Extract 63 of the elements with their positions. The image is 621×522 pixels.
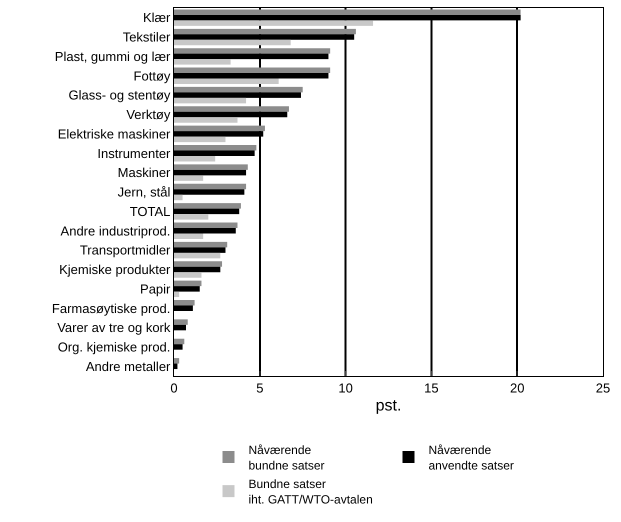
y-tick-label: Andre metaller [86,358,172,374]
x-tick-label: 15 [424,380,439,396]
bar [174,59,231,65]
y-tick-label: Tekstiler [122,30,172,45]
y-tick-label: Org. kjemiske prod. [58,340,170,354]
bar [174,117,238,123]
bar [174,98,246,104]
bar [174,175,204,181]
bar [174,292,180,298]
x-tick-label: 0 [170,380,178,396]
legend-label: Bundne satser iht. GATT/WTO-avtalen [248,477,373,507]
y-tick-label: Andre industriprod. [60,223,170,238]
bar [174,214,208,220]
y-tick-label: Fottøy [134,68,171,84]
x-axis-title: pst. [376,397,402,414]
x-tick-label: 5 [256,380,264,396]
bar [174,156,216,162]
bar [174,28,356,34]
bar [174,338,184,344]
bar [174,242,228,248]
bar [174,106,289,112]
bar [174,40,291,46]
bar [174,280,202,286]
bar [174,126,265,132]
y-tick-label: Farmasøytiske prod. [52,300,170,316]
bar [174,184,246,190]
y-tick-label: Verktøy [126,107,171,122]
legend-label: Nåværende anvendte satser [428,442,514,472]
bar [174,222,238,228]
bar [174,194,183,200]
legend-label: Nåværende bundne satser [248,442,325,472]
y-tick-label: Papir [140,281,172,296]
y-tick-label: Plast, gummi og lær [54,48,172,64]
bar [174,20,374,26]
bar [174,48,330,54]
x-tick-label: 25 [596,380,610,396]
bar [174,78,279,84]
y-tick-label: Maskiner [118,165,172,180]
bar [174,300,195,306]
bar [174,233,204,239]
x-tick-label: 10 [338,380,353,396]
y-tick-label: Elektriske maskiner [58,126,172,142]
bar [174,9,521,15]
y-tick-label: Varer av tre og kork [57,320,171,336]
y-tick-label: Jern, stål [118,184,171,200]
y-tick-label: Kjemiske produkter [59,262,172,278]
bar [174,358,180,364]
bar [174,68,330,74]
y-tick-label: Transportmidler [80,242,172,258]
y-tick-label: Instrumenter [97,146,172,161]
bar [174,86,303,92]
bar [174,252,220,258]
y-tick-label: Glass- og stentøy [68,88,171,103]
x-tick-label: 20 [510,380,524,396]
y-tick-label: TOTAL [130,204,170,219]
bar [174,164,248,170]
bar [174,272,202,278]
bar [174,136,226,142]
bar [174,203,241,209]
y-tick-label: Klær [142,10,172,26]
bar [174,145,256,151]
bar [174,319,188,325]
bar [174,261,222,267]
